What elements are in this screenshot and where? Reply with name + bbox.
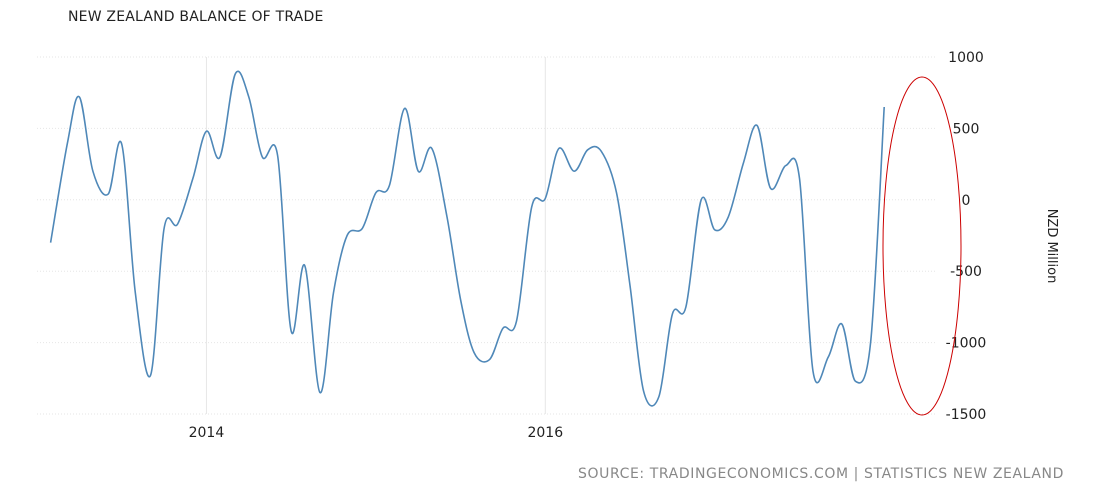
y-tick-label: -500	[950, 264, 982, 280]
series	[49, 70, 885, 407]
highlight-ellipse	[882, 76, 962, 416]
series-line	[49, 70, 885, 407]
x-tick-label: 2014	[189, 425, 225, 441]
annotation	[882, 76, 962, 416]
y-tick-label: -1000	[946, 336, 987, 352]
y-axis-label: NZD Million	[1044, 209, 1059, 284]
y-tick-label: 1000	[948, 50, 984, 66]
grid	[37, 56, 935, 415]
chart-title: NEW ZEALAND BALANCE OF TRADE	[68, 9, 324, 25]
y-tick-label: 0	[962, 193, 971, 209]
source-note: SOURCE: TRADINGECONOMICS.COM | STATISTIC…	[578, 466, 1065, 482]
tick-labels: 1000 500 0 -500 -1000 -1500 2014 2016	[189, 50, 987, 441]
x-tick-label: 2016	[527, 425, 563, 441]
y-tick-label: -1500	[946, 407, 987, 423]
y-tick-label: 500	[953, 121, 980, 137]
